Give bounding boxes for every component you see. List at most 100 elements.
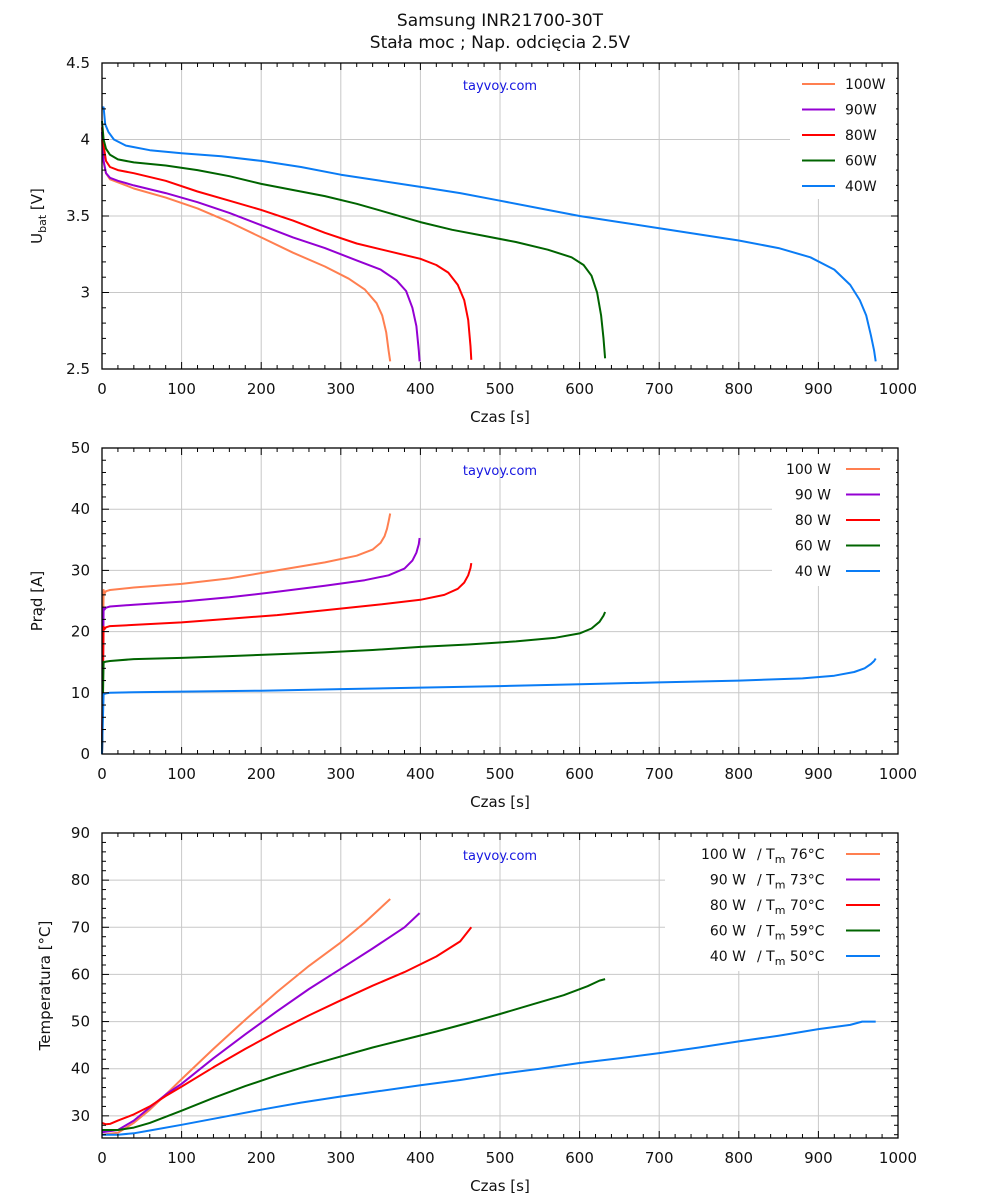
x-axis-label: Czas [s] bbox=[470, 1177, 530, 1195]
chart-panel-temperature: 0 100 200 300 400 500 600 700 800 900 1000 30 40 50 60… bbox=[36, 824, 917, 1195]
legend-label: 40 W bbox=[710, 949, 746, 965]
legend-label: 80 W bbox=[710, 898, 746, 914]
x-axis-label: Czas [s] bbox=[470, 408, 530, 426]
x-tick-label: 400 bbox=[406, 1149, 435, 1167]
x-tick-label: 900 bbox=[804, 380, 833, 398]
series-line-60w bbox=[101, 611, 607, 755]
x-tick-label: 600 bbox=[565, 765, 594, 783]
x-tick-label: 900 bbox=[804, 1149, 833, 1167]
y-tick-label: 50 bbox=[71, 439, 90, 457]
x-tick-label: 700 bbox=[645, 380, 674, 398]
series-line-40w bbox=[101, 657, 877, 755]
x-tick-label: 800 bbox=[724, 765, 753, 783]
watermark: tayvoy.com bbox=[463, 79, 537, 94]
y-tick-label: 0 bbox=[80, 745, 90, 763]
x-tick-label: 1000 bbox=[879, 765, 917, 783]
y-axis-label: Prąd [A] bbox=[28, 571, 46, 631]
series-line-90w bbox=[101, 912, 421, 1134]
y-tick-label: 70 bbox=[71, 918, 90, 936]
x-tick-label: 300 bbox=[326, 765, 355, 783]
legend-tm-label: / Tm 73°C bbox=[757, 873, 825, 892]
x-tick-label: 0 bbox=[97, 1149, 107, 1167]
x-tick-label: 400 bbox=[406, 765, 435, 783]
x-tick-label: 300 bbox=[326, 1149, 355, 1167]
series-line-100w bbox=[101, 898, 391, 1136]
watermark: tayvoy.com bbox=[463, 849, 537, 864]
y-tick-label: 90 bbox=[71, 824, 90, 842]
y-tick-label: 40 bbox=[71, 500, 90, 518]
x-tick-label: 600 bbox=[565, 380, 594, 398]
series-line-60w bbox=[101, 121, 607, 359]
legend: 100W 90W 80W 60W 40W bbox=[790, 69, 896, 199]
series-line-90w bbox=[101, 537, 421, 755]
y-tick-label: 20 bbox=[71, 623, 90, 641]
legend-label: 60 W bbox=[710, 924, 746, 940]
chart-subtitle: Stała moc ; Nap. odcięcia 2.5V bbox=[370, 33, 631, 53]
grid bbox=[102, 63, 898, 369]
series-line-40w bbox=[102, 1020, 876, 1136]
series-line-100w bbox=[101, 513, 392, 755]
x-tick-label: 200 bbox=[247, 1149, 276, 1167]
y-tick-label: 30 bbox=[71, 561, 90, 579]
legend-tm-label: / Tm 59°C bbox=[757, 924, 825, 943]
legend-label: 90 W bbox=[710, 873, 746, 889]
x-tick-label: 800 bbox=[724, 380, 753, 398]
x-tick-label: 1000 bbox=[879, 380, 917, 398]
legend-tm-label: / Tm 70°C bbox=[757, 898, 825, 917]
x-tick-label: 500 bbox=[486, 380, 515, 398]
legend-label: 100W bbox=[845, 77, 886, 93]
x-tick-label: 800 bbox=[724, 1149, 753, 1167]
y-tick-label: 10 bbox=[71, 684, 90, 702]
series-line-90w bbox=[101, 131, 421, 362]
legend-label: 100 W bbox=[786, 462, 831, 478]
legend-label: 80W bbox=[845, 128, 877, 144]
y-tick-label: 3 bbox=[80, 284, 90, 302]
x-tick-label: 0 bbox=[97, 380, 107, 398]
legend-label: 80 W bbox=[795, 513, 831, 529]
y-tick-label: 80 bbox=[71, 871, 90, 889]
series-line-80w bbox=[101, 562, 473, 755]
legend-label: 100 W bbox=[701, 847, 746, 863]
legend-label: 90W bbox=[845, 103, 877, 119]
legend-label: 40W bbox=[845, 179, 877, 195]
y-tick-label: 50 bbox=[71, 1013, 90, 1031]
y-axis-label: Ubat [V] bbox=[28, 188, 49, 244]
watermark: tayvoy.com bbox=[463, 464, 537, 479]
x-tick-label: 600 bbox=[565, 1149, 594, 1167]
y-tick-label: 4 bbox=[80, 131, 90, 149]
x-tick-label: 300 bbox=[326, 380, 355, 398]
x-tick-label: 200 bbox=[247, 380, 276, 398]
chart-panel-voltage: 0 100 200 300 400 500 600 700 800 900 1000 2.5 3 3.5 4… bbox=[28, 54, 917, 426]
legend-tm-label: / Tm 76°C bbox=[757, 847, 825, 866]
y-tick-label: 60 bbox=[71, 965, 90, 983]
series-line-40w bbox=[102, 106, 877, 362]
x-tick-label: 0 bbox=[97, 765, 107, 783]
chart-panel-current: 0 100 200 300 400 500 600 700 800 900 1000 0 10 20 30 4… bbox=[28, 439, 917, 811]
legend-tm-label: / Tm 50°C bbox=[757, 949, 825, 968]
x-tick-label: 100 bbox=[167, 380, 196, 398]
legend-label: 60W bbox=[845, 154, 877, 170]
legend-label: 40 W bbox=[795, 564, 831, 580]
x-tick-label: 400 bbox=[406, 380, 435, 398]
legend: 100 W / Tm 76°C 90 W / Tm 73°C 80 W / Tm 70°C… bbox=[665, 839, 896, 971]
series-line-100w bbox=[101, 139, 392, 362]
legend: 100 W 90 W 80 W 60 W 40 W bbox=[772, 454, 896, 586]
legend-label: 60 W bbox=[795, 539, 831, 555]
x-tick-label: 700 bbox=[645, 1149, 674, 1167]
y-tick-label: 40 bbox=[71, 1060, 90, 1078]
y-tick-label: 3.5 bbox=[66, 207, 90, 225]
y-axis-label: Temperatura [°C] bbox=[36, 921, 54, 1052]
x-tick-label: 700 bbox=[645, 765, 674, 783]
x-tick-label: 100 bbox=[167, 765, 196, 783]
x-axis-label: Czas [s] bbox=[470, 793, 530, 811]
x-tick-label: 900 bbox=[804, 765, 833, 783]
x-tick-label: 500 bbox=[486, 765, 515, 783]
legend-label: 90 W bbox=[795, 488, 831, 504]
series-line-60w bbox=[102, 978, 606, 1131]
y-tick-label: 2.5 bbox=[66, 360, 90, 378]
x-tick-label: 500 bbox=[486, 1149, 515, 1167]
x-tick-label: 100 bbox=[167, 1149, 196, 1167]
series-line-80w bbox=[101, 926, 473, 1126]
series-line-80w bbox=[101, 127, 473, 360]
